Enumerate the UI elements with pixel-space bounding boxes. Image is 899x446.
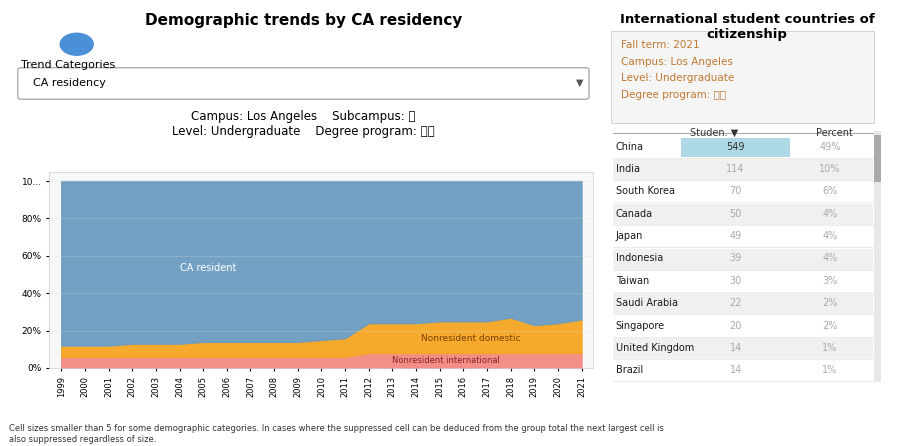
FancyBboxPatch shape [613,159,873,180]
Text: 4%: 4% [823,209,838,219]
FancyBboxPatch shape [613,249,873,269]
Text: Japan: Japan [616,231,643,241]
Text: 50: 50 [729,209,742,219]
Text: 4%: 4% [823,253,838,264]
Text: Canada: Canada [616,209,653,219]
Text: Indonesia: Indonesia [616,253,663,264]
Text: 549: 549 [726,141,745,152]
Text: Trend Categories: Trend Categories [21,60,115,70]
Text: Campus: Los Angeles    Subcampus: 无: Campus: Los Angeles Subcampus: 无 [191,110,415,124]
Text: ?: ? [74,39,79,49]
Text: 30: 30 [729,276,742,286]
Text: 1%: 1% [823,343,838,353]
FancyBboxPatch shape [18,68,589,99]
Text: 22: 22 [729,298,742,308]
Text: United Kingdom: United Kingdom [616,343,694,353]
Text: 6%: 6% [823,186,838,196]
Text: International student countries of
citizenship: International student countries of citiz… [619,13,875,41]
Text: 4%: 4% [823,231,838,241]
Text: Singapore: Singapore [616,321,664,330]
Text: Brazil: Brazil [616,365,643,375]
Text: 3%: 3% [823,276,838,286]
FancyBboxPatch shape [875,131,881,382]
Text: 14: 14 [729,343,742,353]
Text: 49%: 49% [819,141,841,152]
Text: CA residency: CA residency [32,78,105,88]
Text: 14: 14 [729,365,742,375]
Text: 2%: 2% [823,298,838,308]
Text: 20: 20 [729,321,742,330]
FancyBboxPatch shape [613,338,873,359]
Text: Nonresident domestic: Nonresident domestic [421,334,521,343]
Text: 70: 70 [729,186,742,196]
Text: Cell sizes smaller than 5 for some demographic categories. In cases where the su: Cell sizes smaller than 5 for some demog… [9,425,663,444]
FancyBboxPatch shape [875,135,881,182]
Circle shape [60,33,93,55]
FancyBboxPatch shape [613,204,873,225]
Text: Degree program: 全部: Degree program: 全部 [621,90,726,100]
Text: ▼: ▼ [575,78,583,88]
Text: Level: Undergraduate: Level: Undergraduate [621,73,734,83]
Text: CA resident: CA resident [180,263,236,273]
Text: Demographic trends by CA residency: Demographic trends by CA residency [145,13,462,28]
Text: 39: 39 [729,253,742,264]
Text: Studen. ▼: Studen. ▼ [690,128,738,138]
Text: China: China [616,141,644,152]
Text: 49: 49 [729,231,742,241]
Text: Campus: Los Angeles: Campus: Los Angeles [621,57,734,67]
Text: South Korea: South Korea [616,186,674,196]
Text: India: India [616,164,639,174]
Text: Level: Undergraduate    Degree program: 全部: Level: Undergraduate Degree program: 全部 [172,125,435,138]
Text: 1%: 1% [823,365,838,375]
FancyBboxPatch shape [681,138,790,157]
Text: Nonresident international: Nonresident international [392,356,500,365]
Text: Fall term: 2021: Fall term: 2021 [621,40,700,50]
Text: Percent: Percent [815,128,852,138]
Text: Taiwan: Taiwan [616,276,649,286]
FancyBboxPatch shape [611,30,875,123]
Text: Saudi Arabia: Saudi Arabia [616,298,678,308]
Text: 114: 114 [726,164,744,174]
Text: 2%: 2% [823,321,838,330]
FancyBboxPatch shape [613,293,873,314]
Text: 10%: 10% [819,164,841,174]
